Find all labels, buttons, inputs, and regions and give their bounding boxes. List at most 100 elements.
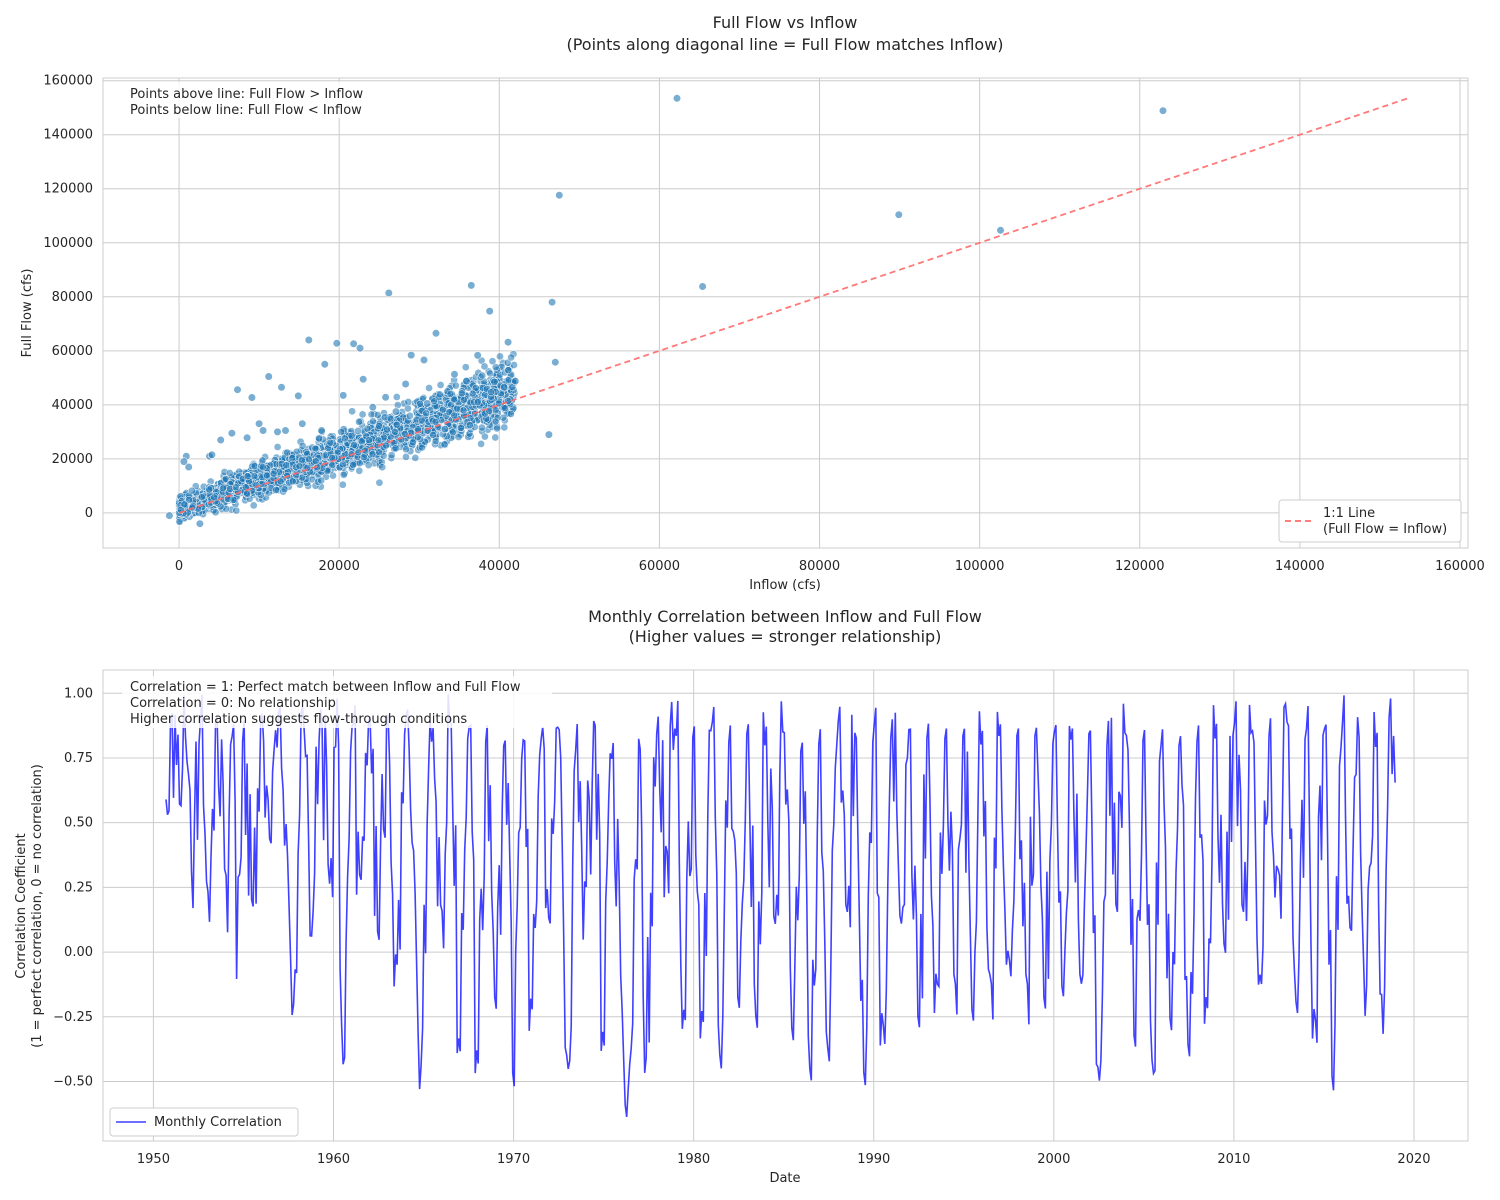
scatter-point xyxy=(507,410,515,418)
scatter-point xyxy=(486,369,494,378)
scatter-point xyxy=(430,397,438,406)
scatter-point xyxy=(298,419,307,428)
scatter-y-axis-label: Full Flow (cfs) xyxy=(20,269,35,358)
correlation-y-tick-label: 0.75 xyxy=(64,751,93,766)
scatter-point xyxy=(243,489,251,498)
scatter-point xyxy=(328,461,337,469)
scatter-point xyxy=(272,486,281,494)
scatter-point xyxy=(387,451,396,460)
scatter-point xyxy=(473,398,482,406)
scatter-point xyxy=(501,404,510,413)
scatter-point xyxy=(382,441,390,450)
scatter-point xyxy=(485,307,494,316)
scatter-point xyxy=(338,480,347,489)
scatter-point xyxy=(431,418,440,426)
scatter-y-tick-label: 0 xyxy=(85,506,93,521)
legend-label-line2: (Full Flow = Inflow) xyxy=(1323,522,1447,537)
scatter-point xyxy=(404,398,413,406)
scatter-point xyxy=(273,443,282,451)
scatter-point xyxy=(185,495,193,504)
scatter-point xyxy=(393,420,401,429)
scatter-point xyxy=(375,448,383,456)
scatter-point xyxy=(354,427,362,435)
scatter-point xyxy=(264,372,273,381)
scatter-point xyxy=(311,457,320,465)
scatter-point xyxy=(258,463,267,472)
correlation-annotation-perfect: Correlation = 1: Perfect match between I… xyxy=(130,680,521,695)
scatter-point xyxy=(233,385,242,394)
scatter-point xyxy=(339,470,348,479)
scatter-point xyxy=(317,476,326,485)
scatter-point xyxy=(456,423,466,432)
correlation-legend: Monthly Correlation xyxy=(109,1107,299,1137)
scatter-point xyxy=(555,191,564,200)
scatter-y-tick-label: 160000 xyxy=(43,74,93,89)
scatter-point xyxy=(551,358,560,367)
scatter-point xyxy=(295,462,304,471)
correlation-y-tick-label: −0.50 xyxy=(53,1074,93,1089)
correlation-plot-area xyxy=(102,669,1469,1142)
scatter-point xyxy=(360,453,368,462)
scatter-point xyxy=(407,351,416,360)
legend-label-line1: 1:1 Line xyxy=(1323,506,1375,521)
scatter-point xyxy=(374,436,383,444)
correlation-subtitle: (Higher values = stronger relationship) xyxy=(629,627,942,646)
scatter-point xyxy=(500,423,509,432)
scatter-point xyxy=(440,440,449,449)
scatter-point xyxy=(404,404,412,413)
scatter-point xyxy=(280,485,289,494)
scatter-point xyxy=(332,339,341,348)
scatter-point xyxy=(337,427,346,436)
scatter-point xyxy=(496,352,504,361)
scatter-point xyxy=(487,388,495,397)
scatter-point xyxy=(500,383,509,392)
scatter-point xyxy=(340,434,349,443)
scatter-point xyxy=(369,417,377,426)
scatter-point xyxy=(473,351,482,360)
scatter-point xyxy=(422,409,431,418)
correlation-annotation-flow: Higher correlation suggests flow-through… xyxy=(130,712,467,727)
scatter-point xyxy=(277,383,286,392)
scatter-point xyxy=(381,393,390,402)
scatter-y-tick-label: 140000 xyxy=(43,128,93,143)
scatter-point xyxy=(231,483,240,492)
scatter-point xyxy=(478,371,487,380)
scatter-x-tick-label: 60000 xyxy=(639,559,680,574)
correlation-gridlines xyxy=(103,670,1468,1141)
scatter-point xyxy=(465,421,474,429)
correlation-x-tick-label: 2000 xyxy=(1037,1152,1070,1167)
scatter-point xyxy=(383,425,391,434)
scatter-point xyxy=(269,469,278,478)
scatter-point xyxy=(255,419,264,428)
scatter-point xyxy=(459,406,468,415)
scatter-point xyxy=(349,461,357,469)
scatter-point xyxy=(461,363,470,372)
scatter-point xyxy=(547,298,557,307)
scatter-point xyxy=(493,424,501,433)
correlation-y-tick-label: −0.25 xyxy=(53,1010,93,1025)
scatter-point xyxy=(243,472,252,481)
scatter-legend: 1:1 Line (Full Flow = Inflow) xyxy=(1278,499,1462,543)
scatter-point xyxy=(273,427,282,437)
scatter-point xyxy=(349,339,358,348)
correlation-x-tick-label: 2010 xyxy=(1217,1152,1250,1167)
scatter-y-tick-label: 60000 xyxy=(52,344,93,359)
scatter-point xyxy=(413,433,422,442)
scatter-point xyxy=(195,519,204,528)
scatter-point xyxy=(320,360,329,369)
scatter-point xyxy=(431,329,441,338)
scatter-point xyxy=(504,338,513,347)
scatter-y-tick-label: 80000 xyxy=(52,290,93,305)
scatter-point xyxy=(511,377,520,386)
scatter-point xyxy=(358,410,367,419)
correlation-tick-labels: 1950 1960 1970 1980 1990 2000 2010 2020 −0.50 −0.… xyxy=(53,686,1430,1167)
scatter-point xyxy=(348,407,356,416)
correlation-y-tick-label: 1.00 xyxy=(64,686,93,701)
correlation-x-tick-label: 1980 xyxy=(677,1152,710,1167)
scatter-point xyxy=(435,390,444,399)
scatter-point xyxy=(384,288,393,298)
scatter-point xyxy=(205,485,214,494)
scatter-point xyxy=(698,282,707,291)
scatter-point xyxy=(368,403,377,412)
scatter-point xyxy=(365,436,373,445)
